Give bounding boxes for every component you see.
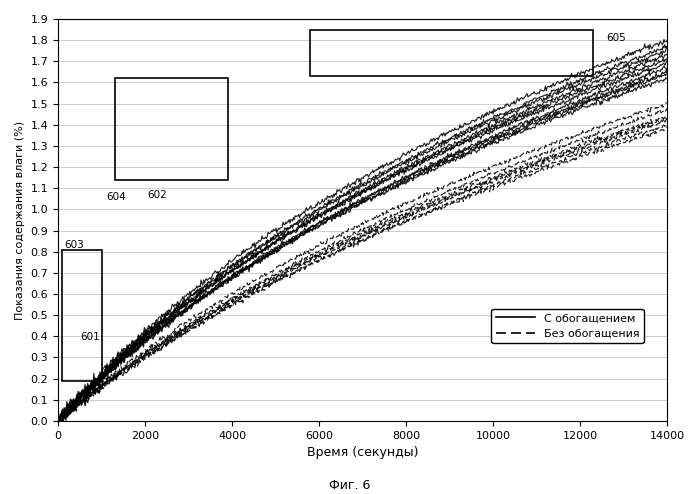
Legend: С обогащением, Без обогащения: С обогащением, Без обогащения bbox=[491, 309, 643, 343]
Bar bbox=[62, 249, 102, 381]
Bar bbox=[311, 30, 594, 76]
Text: 603: 603 bbox=[64, 241, 84, 250]
Y-axis label: Показания содержания влаги (%): Показания содержания влаги (%) bbox=[15, 121, 25, 320]
Text: Фиг. 6: Фиг. 6 bbox=[329, 479, 371, 492]
Bar bbox=[115, 78, 228, 180]
Text: 601: 601 bbox=[80, 332, 99, 342]
Text: 605: 605 bbox=[606, 33, 627, 43]
Text: 602: 602 bbox=[147, 190, 167, 201]
Text: 604: 604 bbox=[106, 193, 126, 203]
X-axis label: Время (секунды): Время (секунды) bbox=[307, 446, 419, 459]
